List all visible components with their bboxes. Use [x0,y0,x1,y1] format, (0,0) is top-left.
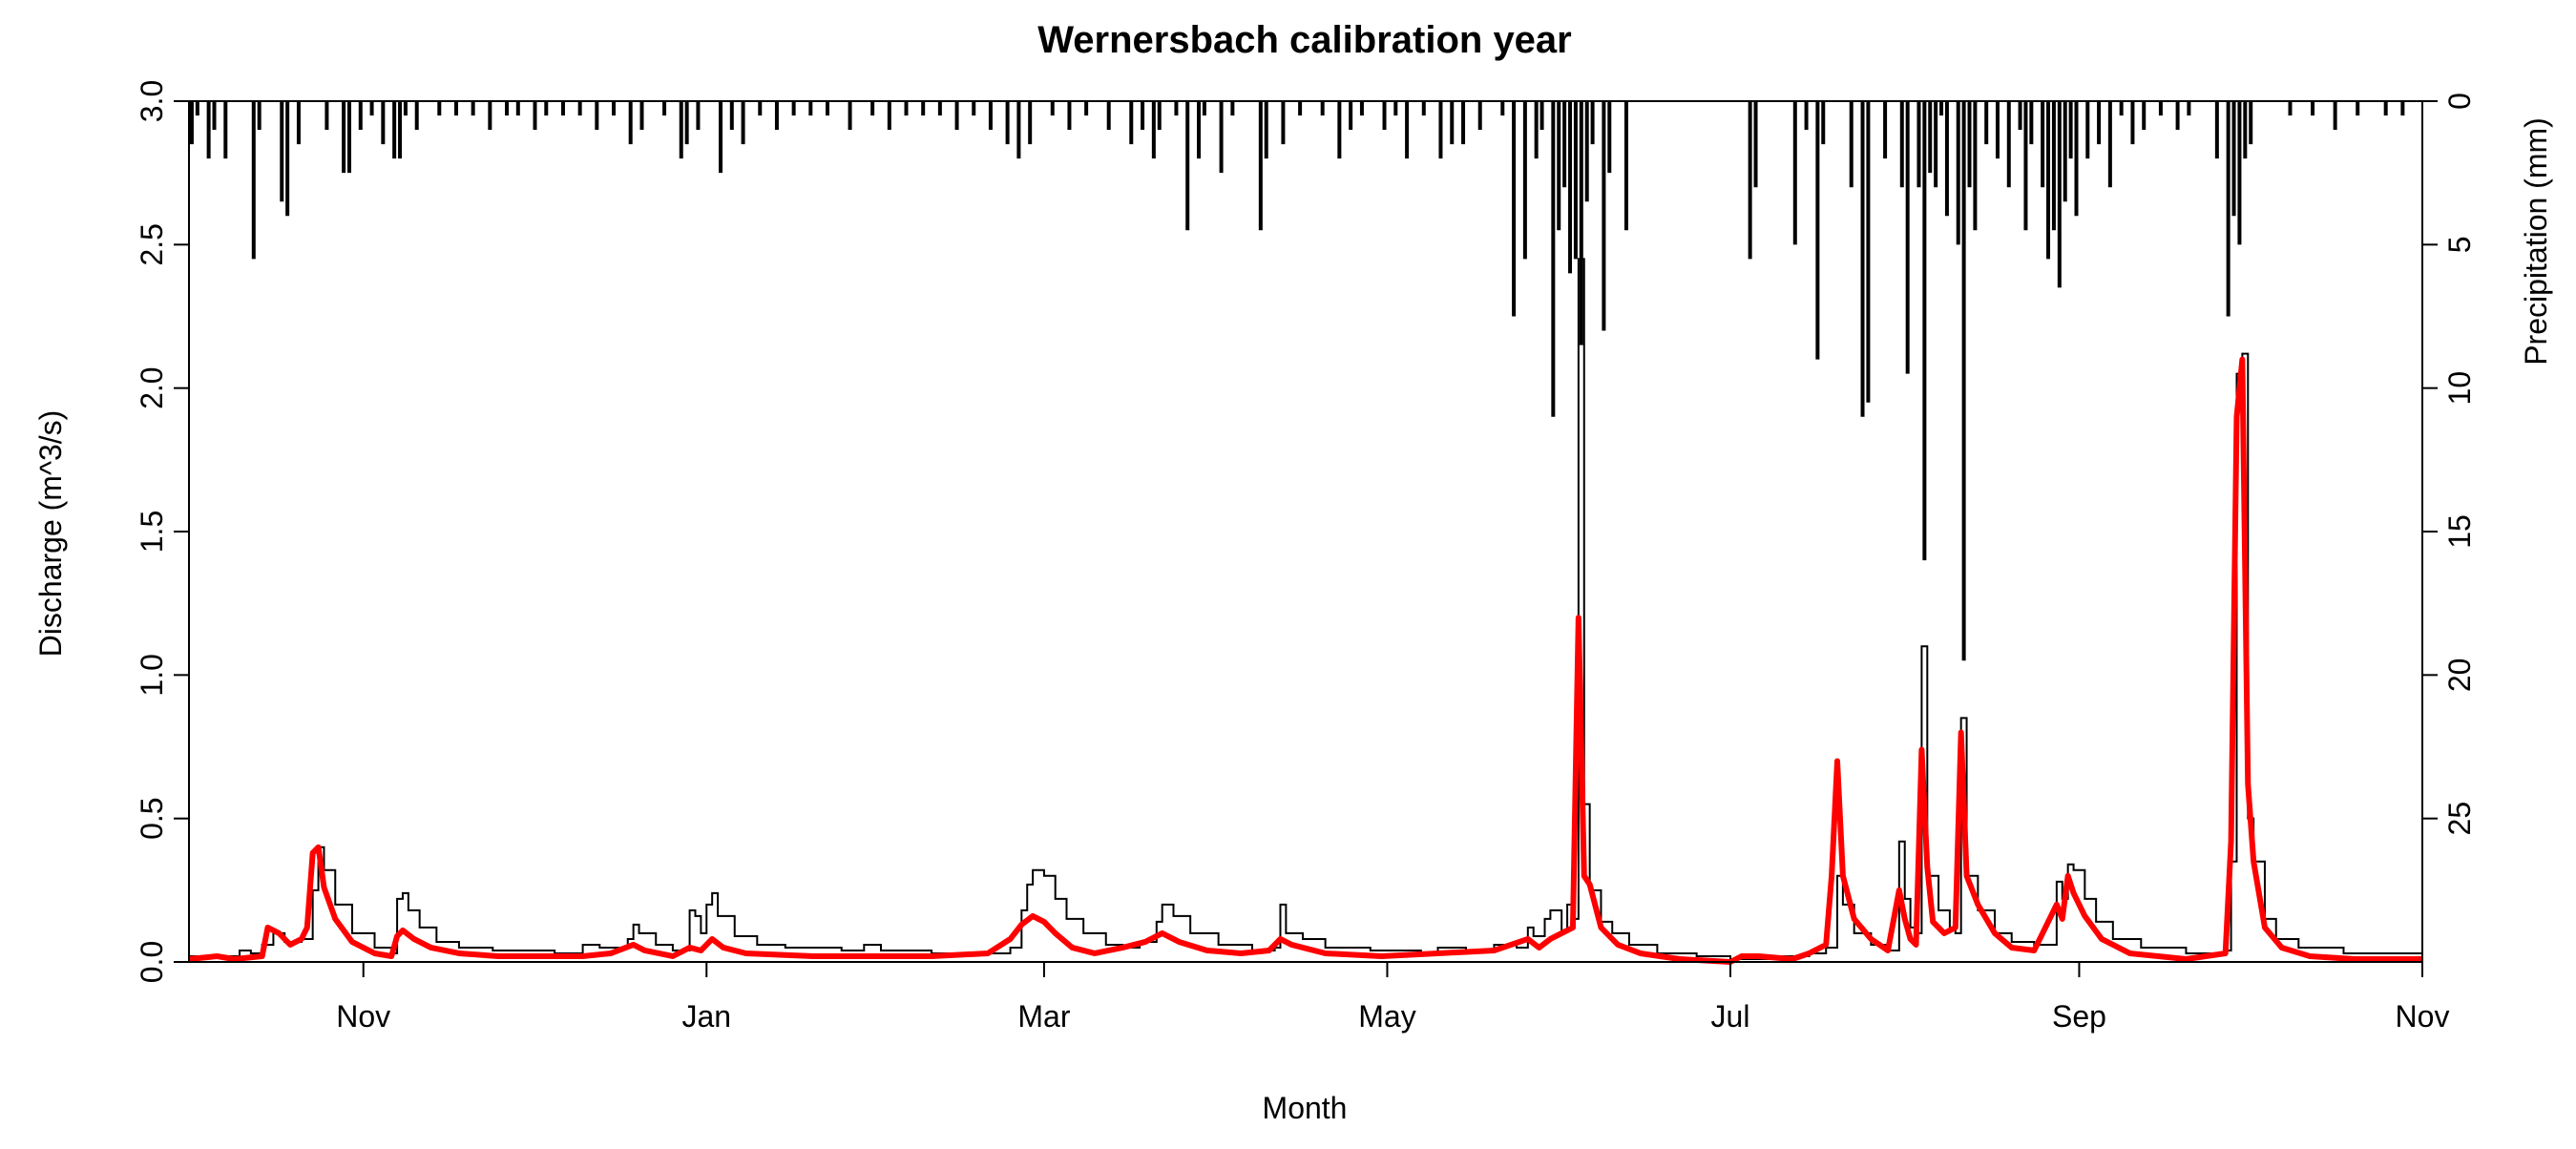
x-tick-label: Jan [681,999,731,1034]
y2-axis: 0 5 10 15 20 25 [2421,93,2477,836]
precipitation-bars [189,101,2405,661]
y-tick-label: 0.5 [135,797,169,839]
y-axis: 0.0 0.5 1.0 1.5 2.0 2.5 3.0 [135,80,189,983]
y-tick-label: 2.5 [135,223,169,265]
x-tick-label: Jul [1711,999,1750,1034]
chart-title: Wernersbach calibration year [1037,19,1572,61]
y2-tick-label: 25 [2442,802,2477,836]
y-tick-label: 1.0 [135,654,169,696]
y2-axis-label: Precipitation (mm) [2519,117,2553,366]
y2-tick-label: 5 [2442,236,2477,253]
observed-discharge-line [189,258,2423,960]
y2-tick-label: 0 [2442,93,2477,110]
y-tick-label: 2.0 [135,366,169,408]
x-tick-label: May [1358,999,1415,1034]
observed-discharge-series [189,258,2423,960]
y-axis-label: Discharge (m^3/s) [33,410,68,658]
y2-tick-label: 15 [2442,514,2477,549]
x-axis-label: Month [1263,1091,1348,1125]
simulated-discharge-line [188,356,2422,965]
x-tick-label: Nov [336,999,390,1034]
y2-tick-label: 10 [2442,371,2477,406]
x-tick-label: Nov [2396,999,2450,1034]
x-tick-label: Sep [2052,999,2106,1034]
x-tick-label: Mar [1017,999,1070,1034]
x-axis: Nov Jan Mar May Jul Sep Nov [336,962,2449,1034]
simulated-discharge-series [188,356,2422,965]
y2-tick-label: 20 [2442,658,2477,693]
y-tick-label: 3.0 [135,80,169,122]
y-tick-label: 1.5 [135,511,169,553]
y-tick-label: 0.0 [135,941,169,983]
